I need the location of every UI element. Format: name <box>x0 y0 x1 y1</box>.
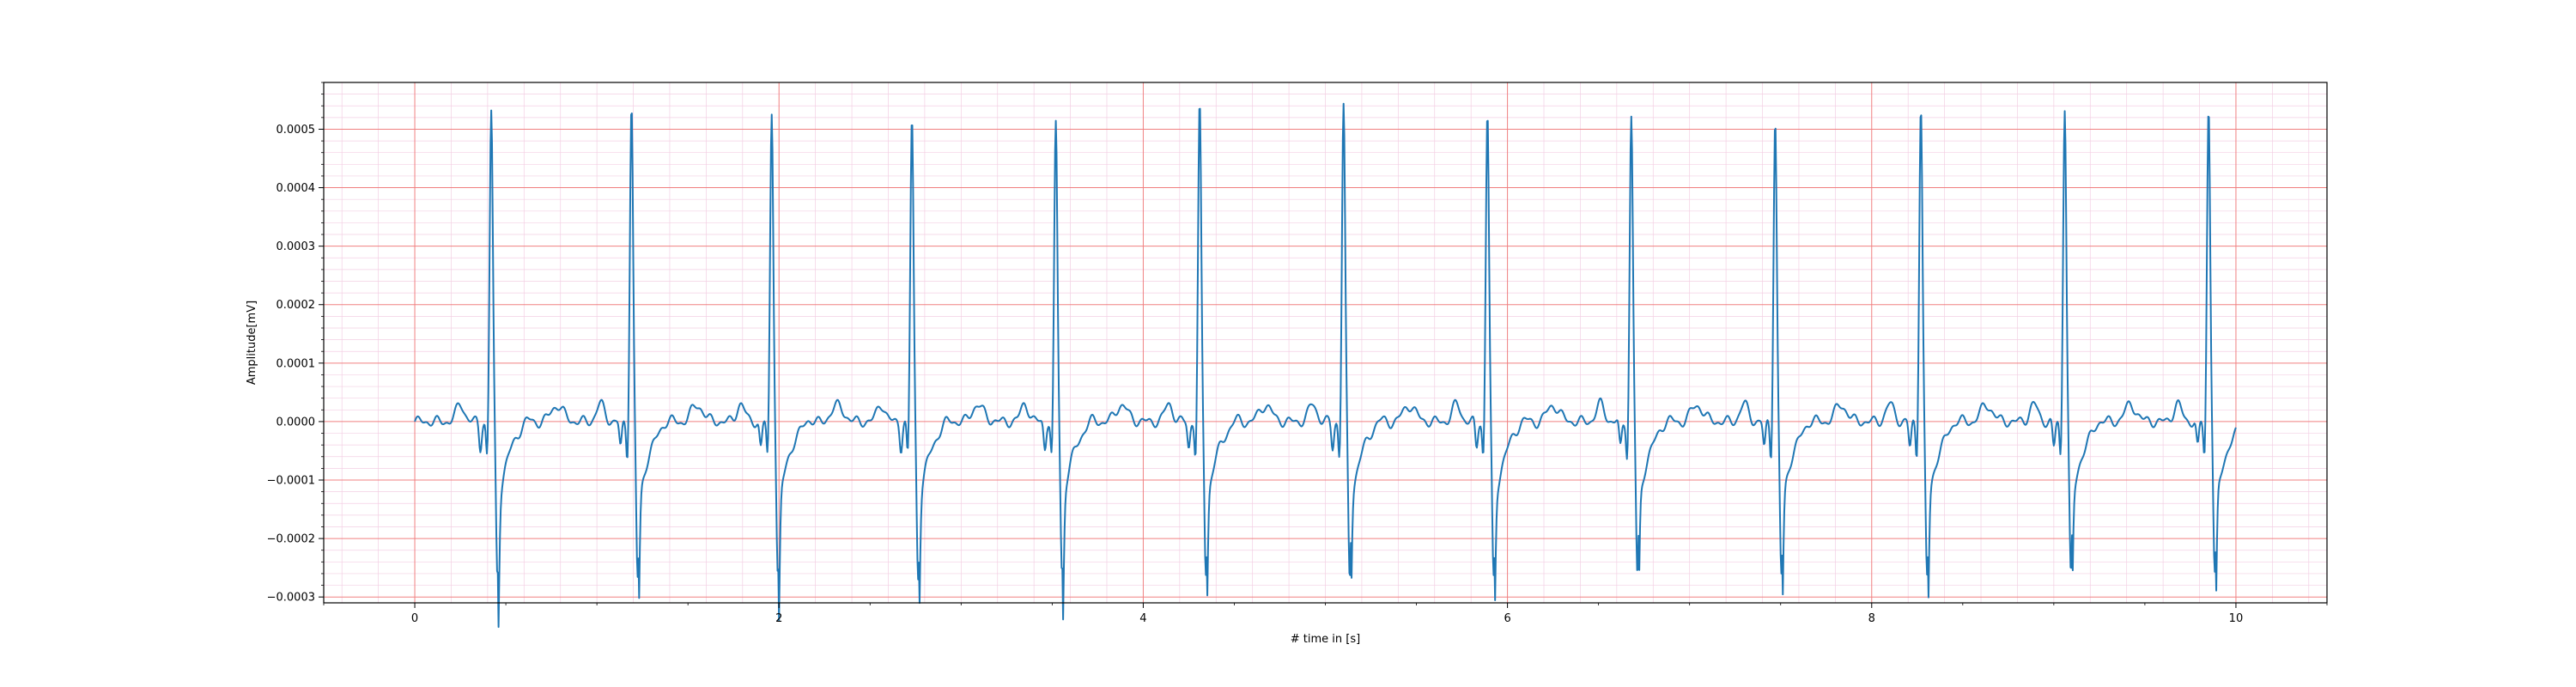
x-tick-label: 0 <box>411 612 418 625</box>
x-tick-label: 4 <box>1139 612 1146 625</box>
y-tick-label: 0.0003 <box>276 240 316 253</box>
y-tick-label: −0.0001 <box>267 475 315 488</box>
y-tick-label: 0.0000 <box>276 416 316 429</box>
x-axis-label: # time in [s] <box>1291 633 1360 646</box>
y-tick-label: 0.0002 <box>276 299 316 312</box>
x-tick-label: 2 <box>775 612 782 625</box>
y-tick-label: −0.0002 <box>267 533 315 546</box>
x-tick-label: 10 <box>2229 612 2244 625</box>
y-axis: −0.0003 −0.0002 −0.0001 0.0000 0.0001 0.0002 0… <box>267 82 324 605</box>
y-tick-label: 0.0001 <box>276 357 316 370</box>
x-tick-label: 8 <box>1868 612 1875 625</box>
ecg-series <box>414 102 2237 629</box>
x-axis: 0 2 4 6 8 10 <box>323 603 2328 625</box>
ecg-series-line <box>414 102 2237 629</box>
major-grid <box>324 82 2327 603</box>
y-tick-label: 0.0004 <box>276 182 316 195</box>
y-axis-label: Amplitude[mV] <box>246 301 258 385</box>
y-tick-label: 0.0005 <box>276 124 316 137</box>
x-tick-label: 6 <box>1504 612 1510 625</box>
y-tick-label: −0.0003 <box>267 592 315 605</box>
